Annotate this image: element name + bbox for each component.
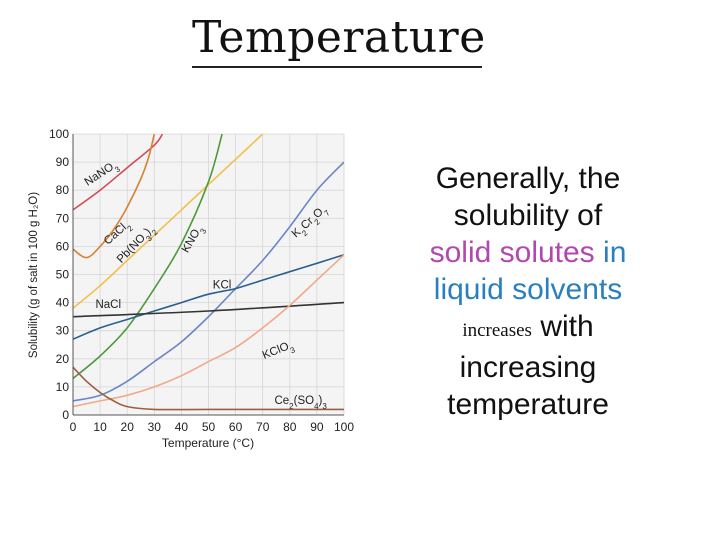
x-tick-label: 30	[148, 420, 162, 434]
y-axis-label: Solubility (g of salt in 100 g H₂O)	[28, 192, 40, 358]
y-tick-label: 20	[56, 352, 70, 366]
x-tick-label: 80	[283, 420, 297, 434]
y-tick-label: 10	[56, 380, 70, 394]
body-line-1: Generally, the	[435, 162, 621, 195]
series-line-kcl	[73, 254, 344, 340]
title-underline	[192, 66, 482, 68]
with-text: with	[540, 310, 594, 343]
y-tick-label: 50	[56, 268, 70, 282]
y-tick-label: 30	[56, 324, 70, 338]
series-line-pb-no3-2	[73, 134, 264, 309]
x-tick-label: 100	[334, 420, 354, 434]
body-line-7: temperature	[447, 388, 609, 421]
series-line-nano3	[73, 134, 164, 211]
in-text: in	[603, 236, 627, 269]
series-label: Ce2(SO4)3	[274, 395, 327, 411]
page-title: Temperature	[192, 12, 486, 63]
x-tick-label: 40	[175, 420, 189, 434]
y-tick-label: 80	[56, 183, 70, 197]
x-tick-label: 0	[70, 420, 77, 434]
body-text: Generally, the solubility of solid solut…	[392, 160, 664, 423]
x-tick-label: 70	[256, 420, 270, 434]
x-tick-label: 10	[93, 420, 107, 434]
series-line-nacl	[73, 301, 344, 318]
solubility-chart: 0 10 20 30 40 50 60 70 80 90 100 0 10 20 30 40 50 60 70 80 9…	[28, 127, 354, 450]
x-tick-label: 60	[229, 420, 243, 434]
y-tick-label: 100	[49, 127, 69, 141]
increases-text: increases	[462, 320, 532, 341]
series-line-ce2-so4-3	[73, 366, 344, 411]
liquid-solvents-text: liquid solvents	[433, 273, 623, 306]
x-axis-label: Temperature (°C)	[162, 436, 254, 450]
y-tick-label: 0	[62, 408, 69, 422]
body-line-6: increasing	[459, 351, 597, 384]
chart-axes: 0 10 20 30 40 50 60 70 80 90 100 0 10 20 30 40 50 60 70 80 9…	[49, 127, 354, 434]
body-line-2: solubility of	[453, 199, 603, 232]
series-line-cacl2	[73, 134, 156, 259]
solid-solutes-text: solid solutes	[429, 236, 595, 269]
chart-grid	[72, 133, 345, 416]
body-line-5: increases with	[392, 308, 664, 349]
x-tick-label: 50	[202, 420, 216, 434]
series-line-kclo3	[73, 254, 344, 408]
series-line-k2cr2o7	[73, 161, 344, 402]
y-tick-label: 90	[56, 155, 70, 169]
series-label: KCl	[213, 280, 232, 292]
series-label: NaCl	[95, 299, 121, 311]
x-tick-label: 20	[121, 420, 135, 434]
series-line-kno3	[73, 134, 223, 380]
body-line-3: solid solutes in	[392, 234, 664, 271]
x-tick-label: 90	[310, 420, 324, 434]
y-tick-label: 60	[56, 239, 70, 253]
series-label: K2Cr2O7	[290, 203, 332, 243]
y-tick-label: 40	[56, 296, 70, 310]
y-tick-label: 70	[56, 211, 70, 225]
chart-series	[73, 134, 344, 411]
